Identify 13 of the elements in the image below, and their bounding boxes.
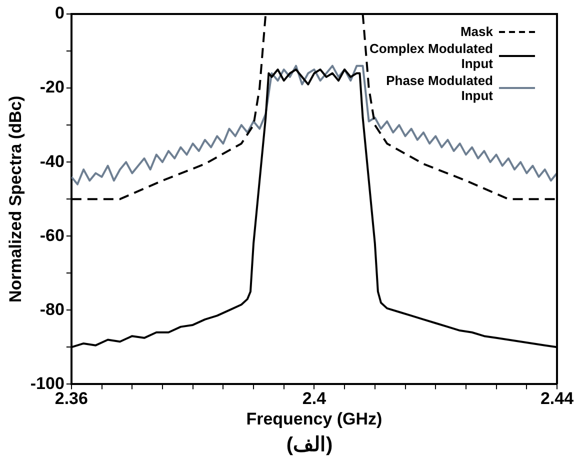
y-tick-label: -40 — [40, 152, 64, 171]
x-tick-label: 2.4 — [302, 389, 327, 408]
y-tick-label: -20 — [40, 78, 64, 97]
y-tick-label: -60 — [40, 226, 64, 245]
legend-label: Complex Modulated Input — [369, 41, 493, 71]
y-axis-title: Normalized Spectra (dBc) — [6, 96, 25, 303]
y-tick-label: -80 — [40, 300, 64, 319]
text: (الف) — [285, 433, 334, 457]
x-tick-label: 2.44 — [540, 389, 574, 408]
x-axis-title: Frequency (GHz) — [246, 409, 382, 428]
legend-label: Phase Modulated Input — [385, 73, 493, 103]
y-tick-label: 0 — [54, 4, 64, 23]
legend-label: Mask — [459, 24, 493, 39]
